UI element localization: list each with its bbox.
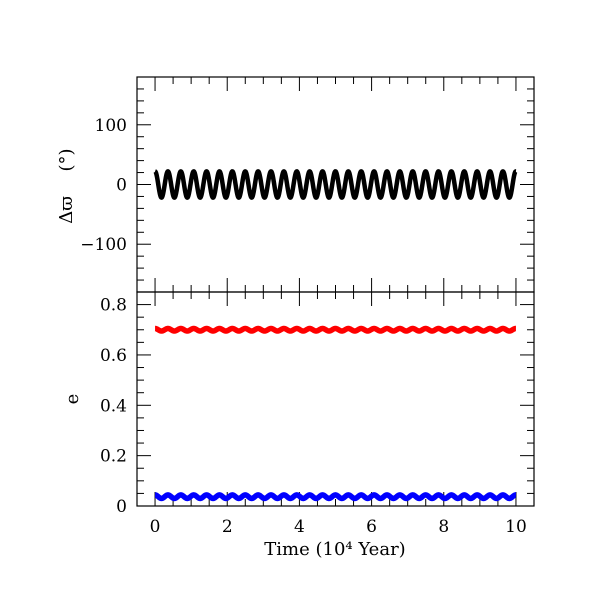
y-tick-label: 100 bbox=[95, 116, 127, 136]
x-tick-label: 2 bbox=[222, 517, 233, 537]
y-tick-label: 0 bbox=[116, 497, 127, 517]
bottom-panel-frame bbox=[136, 291, 535, 507]
bottom-panel-tick-labels: 0 0.2 0.4 0.6 0.8 0 2 4 6 8 10 bbox=[100, 296, 527, 537]
bottom-xlabel: Time (10⁴ Year) bbox=[264, 539, 405, 560]
bottom-series-line bbox=[152, 492, 519, 502]
x-tick-label: 8 bbox=[438, 517, 449, 537]
y-tick-label: 0.6 bbox=[100, 346, 127, 366]
y-tick-label: 0.2 bbox=[100, 447, 127, 467]
bottom-panel-series bbox=[152, 325, 519, 502]
y-tick-label: 0.8 bbox=[100, 296, 127, 316]
x-tick-label: 4 bbox=[294, 517, 305, 537]
y-tick-label: 0.4 bbox=[100, 396, 127, 416]
top-series-line bbox=[153, 169, 518, 200]
top-panel-ticks bbox=[137, 76, 534, 293]
x-tick-label: 6 bbox=[366, 517, 377, 537]
bottom-panel-ticks bbox=[137, 291, 534, 507]
top-panel-series bbox=[153, 169, 518, 200]
top-ylabel-unit: (°) bbox=[56, 148, 77, 171]
y-tick-label: −100 bbox=[80, 235, 127, 255]
x-tick-label: 0 bbox=[150, 517, 161, 537]
y-tick-label: 0 bbox=[116, 176, 127, 196]
top-panel-tick-labels: −100 0 100 bbox=[80, 116, 127, 255]
x-tick-label: 10 bbox=[505, 517, 527, 537]
top-ylabel-main: Δϖ bbox=[56, 196, 77, 224]
bottom-series-line bbox=[152, 325, 519, 334]
bottom-ylabel: e bbox=[62, 394, 83, 405]
